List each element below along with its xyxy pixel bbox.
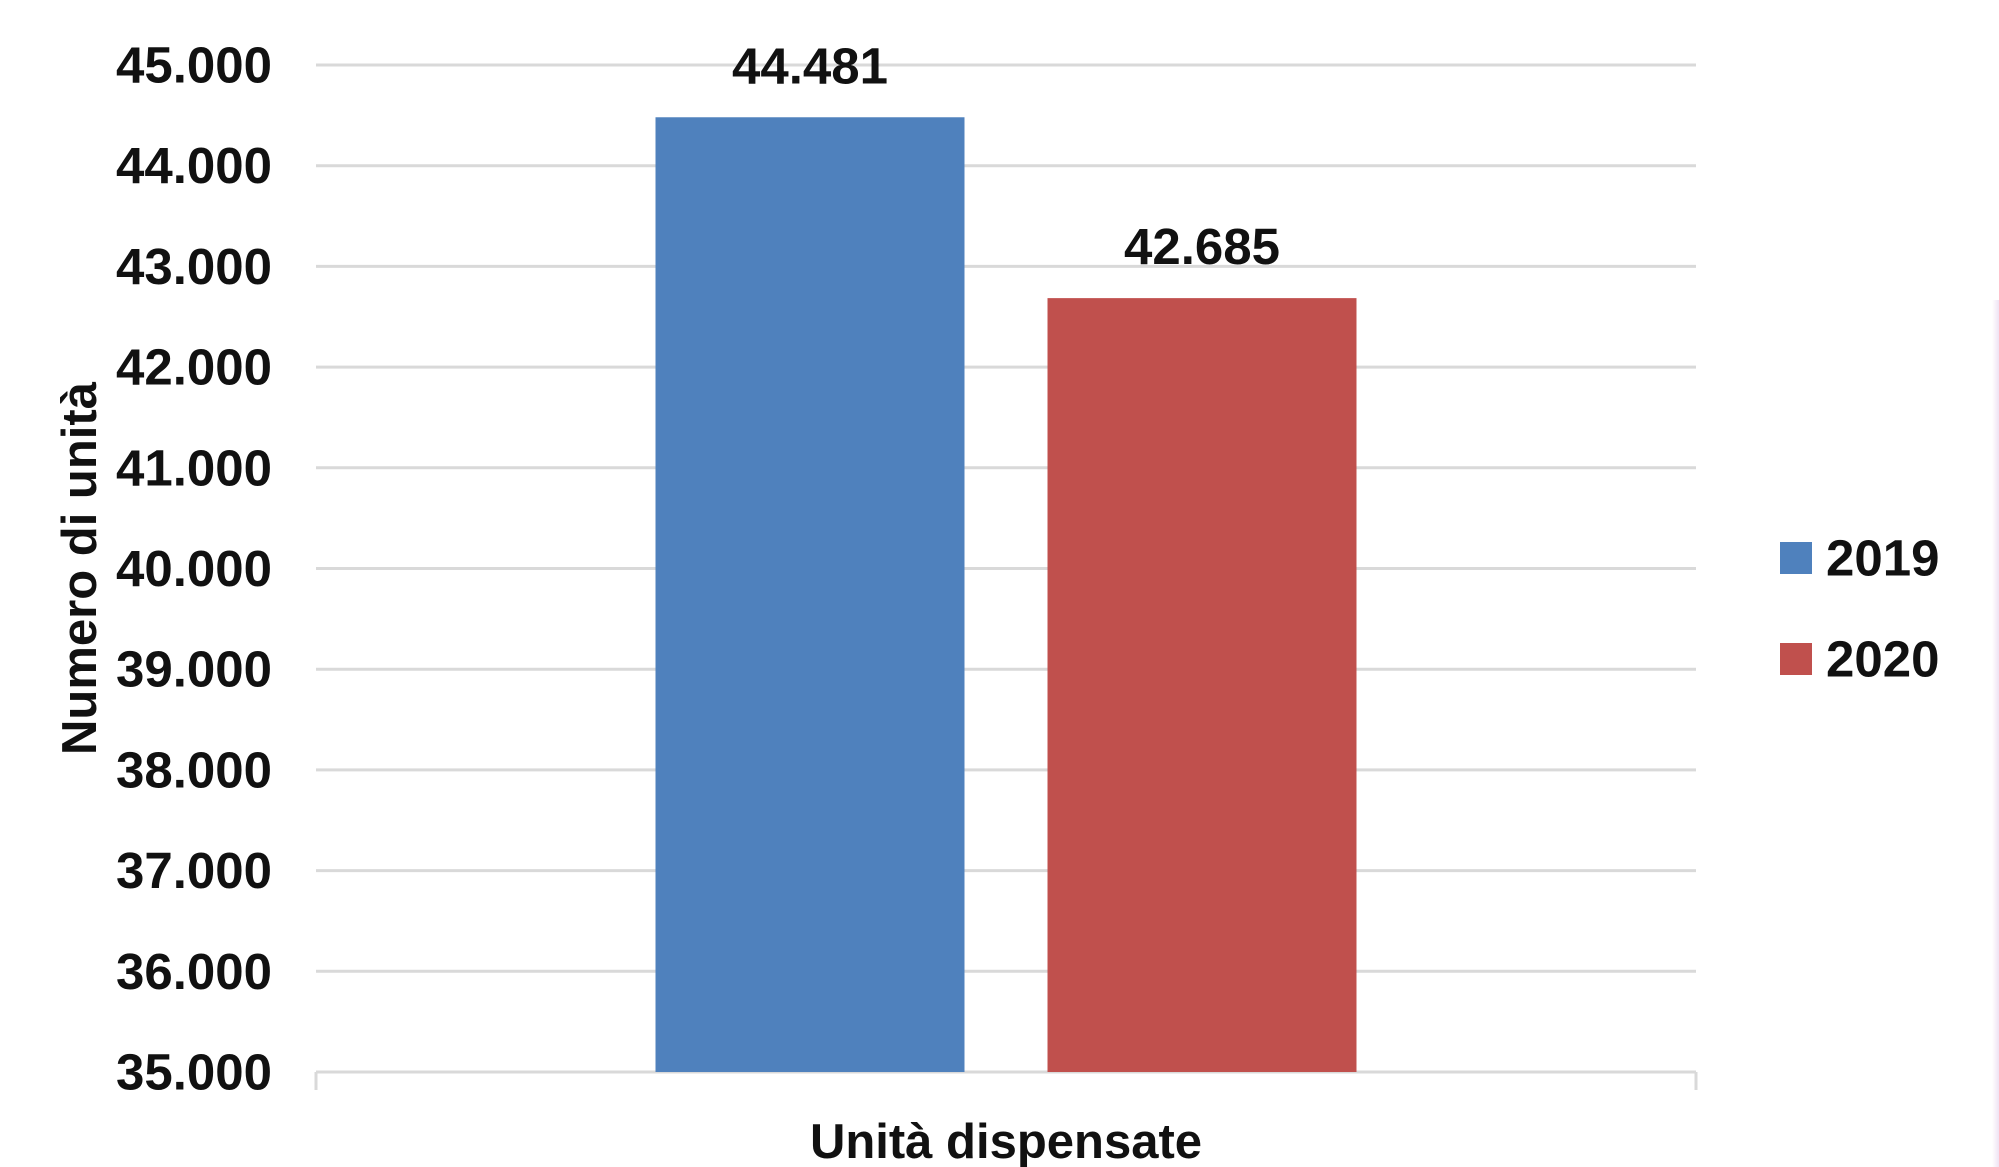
y-tick-label: 38.000	[116, 741, 272, 798]
legend: 2019 2020	[1780, 530, 1939, 688]
y-tick-label: 35.000	[116, 1044, 272, 1101]
data-label-2019: 44.481	[732, 37, 888, 94]
legend-label-2019: 2019	[1826, 530, 1939, 587]
legend-swatch-2020	[1780, 643, 1812, 675]
data-label-2020: 42.685	[1124, 218, 1280, 275]
y-tick-label: 37.000	[116, 842, 272, 899]
y-tick-label: 39.000	[116, 641, 272, 698]
y-axis-title: Numero di unità	[53, 381, 107, 755]
bar-2019	[655, 117, 965, 1072]
y-tick-label: 36.000	[116, 943, 272, 1000]
y-tick-label: 45.000	[116, 37, 272, 94]
data-labels: 44.481 42.685	[732, 37, 1280, 275]
legend-label-2020: 2020	[1826, 631, 1939, 688]
y-tick-label: 42.000	[116, 339, 272, 396]
y-axis-tick-labels: 35.000 36.000 37.000 38.000 39.000 40.000 41.0…	[116, 37, 272, 1101]
x-axis-category-label: Unità dispensate	[810, 1115, 1202, 1167]
edge-strip	[1992, 300, 1999, 1167]
y-tick-label: 41.000	[116, 439, 272, 496]
y-tick-label: 43.000	[116, 238, 272, 295]
y-tick-label: 44.000	[116, 137, 272, 194]
gridlines	[316, 63, 1696, 973]
y-tick-label: 40.000	[116, 540, 272, 597]
bars	[655, 117, 1357, 1073]
legend-swatch-2019	[1780, 542, 1812, 574]
bar-2020	[1047, 298, 1357, 1073]
